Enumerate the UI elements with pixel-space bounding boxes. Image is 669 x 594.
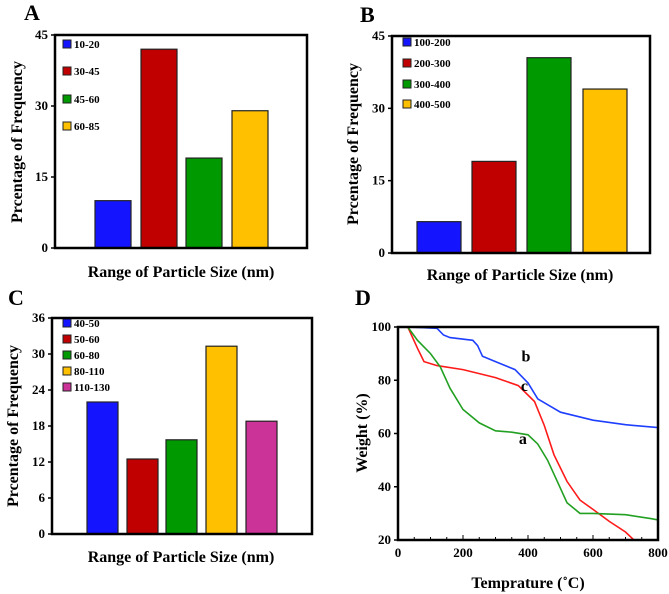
x-tick-label: 0 [395, 545, 402, 560]
y-tick-label: 15 [372, 173, 386, 188]
y-tick-label: 36 [32, 310, 46, 325]
bar-400-500 [582, 88, 628, 254]
legend-swatch [62, 94, 72, 104]
y-tick-label: 6 [39, 490, 46, 505]
legend-label: 50-60 [74, 334, 100, 346]
bar-110-130 [245, 420, 278, 535]
legend-swatch [402, 37, 412, 47]
y-tick-label: 60 [378, 426, 391, 441]
plot-frame [396, 325, 660, 542]
x-axis-label: Range of Particle Size (nm) [88, 264, 275, 281]
series-b-label: b [522, 349, 531, 366]
series-c-label: c [521, 378, 528, 395]
x-axis-label: Temprature (˚C) [471, 575, 584, 592]
legend-label: 110-130 [74, 382, 111, 394]
bar-45-60 [185, 157, 223, 249]
bar-60-85 [231, 110, 269, 249]
legend-label: 45-60 [74, 94, 100, 106]
x-tick-label: 800 [648, 545, 668, 560]
bar-80-110 [205, 345, 238, 535]
y-tick-label: 0 [42, 240, 49, 255]
legend-label: 100-200 [414, 37, 451, 49]
legend-label: 10-20 [74, 39, 100, 51]
y-tick-label: 12 [32, 454, 45, 469]
legend-label: 60-85 [74, 121, 100, 133]
y-tick-label: 0 [39, 526, 46, 541]
legend-label: 60-80 [74, 350, 100, 362]
y-tick-label: 0 [379, 245, 386, 260]
panel-label: D [355, 285, 371, 310]
y-tick-label: 30 [32, 346, 45, 361]
legend-swatch [62, 39, 72, 49]
panel-label: C [8, 285, 24, 310]
legend-swatch [62, 121, 72, 131]
y-tick-label: 30 [372, 100, 385, 115]
legend-swatch [62, 334, 72, 344]
legend-swatch [62, 366, 72, 376]
plot-frame [53, 33, 309, 250]
x-tick-label: 600 [583, 545, 603, 560]
legend-label: 30-45 [74, 66, 100, 78]
panel-C: C 0 6 12 18 24 30 36 Range of Particle Size (nm)… [5, 285, 314, 566]
legend-label: 300-400 [414, 79, 451, 91]
y-axis-label: Prcentage of Frequency [345, 63, 362, 225]
x-tick-label: 200 [453, 545, 473, 560]
y-tick-label: 45 [35, 27, 49, 42]
y-tick-label: 18 [32, 418, 46, 433]
legend-swatch [402, 79, 412, 89]
series-b-line [407, 327, 658, 429]
plot-frame [50, 316, 314, 536]
legend-swatch [62, 318, 72, 328]
y-tick-label: 15 [35, 169, 49, 184]
series-a-line [407, 327, 658, 521]
panel-label: B [360, 2, 375, 27]
x-axis-label: Range of Particle Size (nm) [427, 267, 614, 284]
legend-label: 80-110 [74, 366, 105, 378]
legend-swatch [62, 350, 72, 360]
bar-100-200 [416, 221, 462, 254]
bar-60-80 [165, 439, 198, 535]
panel-A: A 0 15 30 45 Range of Particle Size (nm) Prcen… [9, 0, 309, 281]
legend-swatch [402, 58, 412, 68]
y-axis-label: Prcentage of Frequency [9, 61, 26, 223]
y-tick-label: 20 [378, 532, 391, 547]
bar-10-20 [94, 200, 132, 249]
legend-label: 40-50 [74, 318, 100, 330]
x-axis-label: Range of Particle Size (nm) [88, 549, 275, 566]
bar-300-400 [526, 57, 572, 254]
y-tick-label: 40 [378, 479, 391, 494]
y-tick-label: 24 [32, 382, 46, 397]
x-tick-label: 400 [518, 545, 538, 560]
y-tick-label: 80 [378, 372, 391, 387]
panel-label: A [24, 0, 40, 25]
legend-label: 400-500 [414, 99, 451, 111]
y-tick-label: 45 [372, 28, 386, 43]
panel-B: B 0 15 30 45 Range of Particle Size (nm) Prcen… [345, 2, 652, 284]
legend-label: 200-300 [414, 58, 451, 70]
series-a-label: a [519, 431, 527, 448]
bar-50-60 [126, 458, 159, 535]
y-tick-label: 30 [35, 98, 48, 113]
bar-200-300 [471, 160, 517, 254]
bar-40-50 [86, 401, 119, 535]
legend-swatch [62, 382, 72, 392]
legend-swatch [62, 66, 72, 76]
y-axis-label: Prcentage of Frequency [5, 345, 22, 507]
plot-frame [390, 34, 652, 255]
legend-swatch [402, 99, 412, 109]
bar-30-45 [140, 48, 178, 249]
y-tick-label: 100 [372, 319, 392, 334]
panel-D: D 20 40 60 80 100 Temprature (˚C) Weight (%) 0 20… [354, 285, 668, 592]
y-axis-label: Weight (%) [354, 393, 371, 473]
